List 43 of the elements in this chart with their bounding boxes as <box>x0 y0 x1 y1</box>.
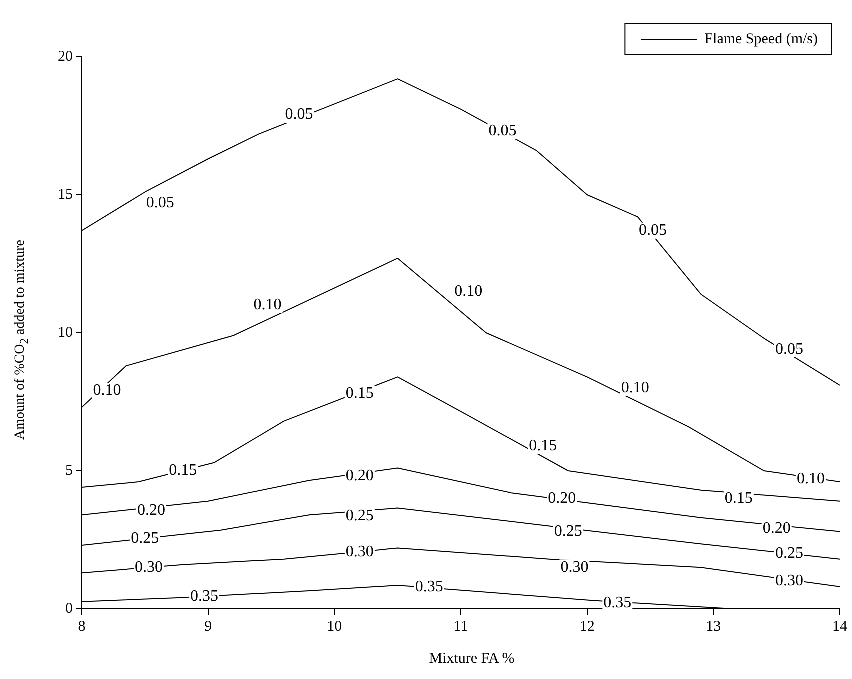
y-tick-label: 0 <box>66 600 73 617</box>
annotation: 0.30 <box>134 558 163 576</box>
x-tick-label: 9 <box>204 618 212 635</box>
annotation: 0.15 <box>169 462 198 480</box>
annotation: 0.05 <box>285 106 314 124</box>
y-tick-label: 5 <box>66 462 73 479</box>
annotation: 0.05 <box>639 222 668 240</box>
annotation: 0.20 <box>346 468 374 485</box>
x-tick-label: 8 <box>78 618 86 635</box>
annotation: 0.10 <box>454 282 483 300</box>
annotation: 0.10 <box>254 296 282 314</box>
annotation: 0.25 <box>554 522 582 540</box>
annotation: 0.30 <box>775 572 804 590</box>
annotation: 0.35 <box>415 578 444 596</box>
annotation: 0.25 <box>346 508 374 525</box>
annotation: 0.10 <box>621 379 650 396</box>
annotation: 0.20 <box>137 502 166 520</box>
x-tick-label: 10 <box>327 618 342 635</box>
y-tick-label: 15 <box>58 186 73 203</box>
x-axis-title: Mixture FA % <box>429 651 515 668</box>
x-tick-label: 14 <box>832 618 848 635</box>
annotation: 0.10 <box>796 470 825 488</box>
annotation: 0.25 <box>131 530 160 547</box>
annotation: 0.30 <box>346 544 374 561</box>
annotation: 0.05 <box>488 122 517 140</box>
annotation: 0.15 <box>529 437 558 454</box>
annotation: 0.35 <box>604 594 632 612</box>
x-tick-label: 11 <box>454 618 468 635</box>
y-tick-label: 20 <box>58 48 73 65</box>
annotation: 0.15 <box>724 490 753 507</box>
annotation: 0.30 <box>560 558 589 576</box>
x-tick-label: 13 <box>706 618 722 635</box>
annotation: 0.15 <box>346 384 374 402</box>
annotation: 0.05 <box>775 340 804 358</box>
annotation: 0.20 <box>762 520 791 538</box>
annotation: 0.05 <box>146 194 174 212</box>
x-tick-label: 12 <box>580 618 595 635</box>
y-tick-label: 10 <box>58 324 73 341</box>
annotation: 0.10 <box>93 382 122 400</box>
legend-label: Flame Speed (m/s) <box>704 31 818 48</box>
annotation: 0.35 <box>190 588 219 605</box>
annotation: 0.25 <box>775 545 804 562</box>
annotation: 0.20 <box>548 490 576 507</box>
